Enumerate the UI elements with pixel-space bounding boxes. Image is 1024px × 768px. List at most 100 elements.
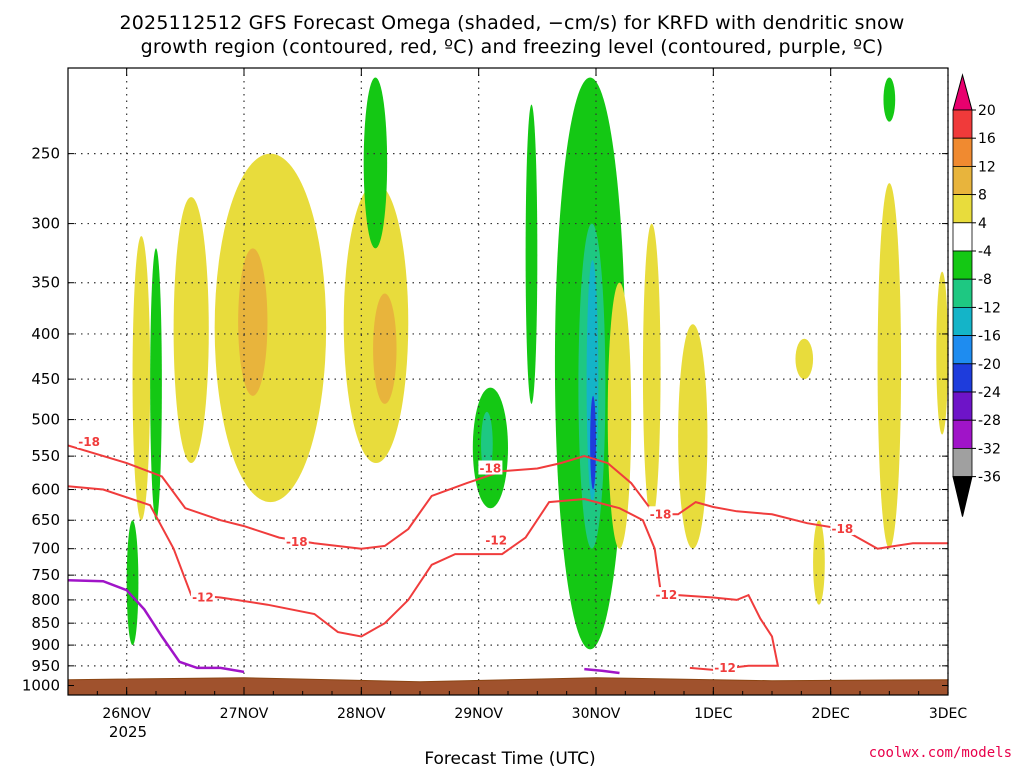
omega-region-1	[173, 197, 209, 464]
x-axis-title: Forecast Time (UTC)	[424, 749, 595, 768]
contour-label-2: -18	[480, 461, 502, 475]
colorbar-swatch-4	[952, 222, 973, 252]
contour-label-0: -18	[78, 435, 100, 449]
contour-label-4: -18	[832, 522, 854, 536]
omega-region-0	[132, 236, 151, 521]
colorbar-swatch-5	[952, 250, 973, 280]
ytick-label-550: 550	[31, 447, 60, 465]
freezing-level-line	[68, 578, 245, 674]
omega-region-22	[936, 271, 948, 435]
contour-label-bg-7	[654, 587, 679, 602]
colorbar-label-6: -8	[978, 272, 992, 288]
contour-label-bg-6	[484, 532, 509, 547]
ytick-label-600: 600	[31, 481, 60, 499]
omega-region-5	[373, 293, 397, 404]
ytick-label-1000: 1000	[22, 677, 60, 695]
xtick-label-4: 30NOV	[572, 706, 621, 722]
contour-label-7: -12	[656, 588, 678, 602]
contour-label-bg-2	[478, 460, 503, 475]
colorbar-top-arrow	[952, 73, 973, 111]
omega-region-7	[126, 520, 139, 646]
chart-title-line1: 2025112512 GFS Forecast Omega (shaded, −…	[119, 12, 904, 34]
colorbar-bottom-arrow	[952, 476, 973, 517]
xtick-label-0: 26NOV	[102, 706, 151, 722]
omega-region-19	[795, 338, 814, 380]
chart-title-line2: growth region (contoured, red, ºC) and f…	[141, 36, 884, 58]
credit-text[interactable]: coolwx.com/models	[869, 745, 1012, 761]
x-axis: 26NOV 27NOV 28NOV 29NOV 30NOV 1DEC 2DEC 3DEC	[67, 68, 968, 722]
contour-label-3: -18	[650, 507, 672, 521]
colorbar-label-11: -28	[978, 413, 1001, 429]
omega-region-2	[214, 153, 327, 503]
ytick-label-350: 350	[31, 274, 60, 292]
omega-region-17	[642, 223, 661, 521]
ytick-label-950: 950	[31, 657, 60, 675]
colorbar-swatch-12	[952, 447, 973, 477]
xtick-label-2: 28NOV	[337, 706, 386, 722]
omega-region-10	[481, 411, 493, 477]
colorbar-swatch-1	[952, 137, 973, 167]
contour-label-bg-1	[284, 534, 309, 549]
contour-label-bg-4	[830, 520, 855, 535]
ytick-label-400: 400	[31, 325, 60, 343]
ytick-label-300: 300	[31, 215, 60, 233]
xtick-label-7: 3DEC	[929, 706, 968, 722]
xtick-label-5: 1DEC	[694, 706, 733, 722]
ytick-label-650: 650	[31, 511, 60, 529]
colorbar-swatch-11	[952, 419, 973, 449]
colorbar-label-0: 20	[978, 103, 996, 119]
colorbar-swatch-10	[952, 391, 973, 421]
omega-region-21	[877, 183, 902, 549]
omega-region-18	[678, 324, 708, 549]
freezing-level-line-b	[584, 667, 620, 675]
colorbar: 20 16 12 8 4 -4 -8 -12 -16 -20 -24 -28 -32 -36	[952, 73, 1001, 517]
colorbar-swatch-8	[952, 335, 973, 365]
omega-region-15	[590, 395, 596, 490]
colorbar-label-7: -12	[978, 300, 1001, 316]
colorbar-swatch-3	[952, 194, 973, 224]
colorbar-label-10: -24	[978, 385, 1001, 401]
contour-label-bg-3	[648, 506, 673, 521]
ytick-label-850: 850	[31, 614, 60, 632]
ytick-label-450: 450	[31, 370, 60, 388]
contour-label-bg-0	[77, 433, 102, 448]
colorbar-label-1: 16	[978, 131, 996, 147]
ytick-label-700: 700	[31, 540, 60, 558]
ytick-label-900: 900	[31, 636, 60, 654]
colorbar-label-4: 4	[978, 216, 987, 232]
colorbar-label-2: 12	[978, 159, 996, 175]
colorbar-label-8: -16	[978, 329, 1001, 345]
colorbar-label-9: -20	[978, 357, 1001, 373]
xtick-label-1: 27NOV	[220, 706, 269, 722]
ytick-label-250: 250	[31, 145, 60, 163]
colorbar-swatch-2	[952, 165, 973, 195]
dgz-contour-1	[68, 485, 780, 671]
dgz-contour-0	[68, 444, 948, 550]
ytick-label-500: 500	[31, 411, 60, 429]
colorbar-label-13: -36	[978, 470, 1001, 486]
ytick-label-800: 800	[31, 591, 60, 609]
contour-label-6: -12	[485, 533, 507, 547]
y-axis: 250 300 350 400 450 500 550 600 650 700 750 800 850 9…	[22, 145, 948, 695]
omega-region-8	[363, 77, 388, 249]
xtick-label-6: 2DEC	[812, 706, 851, 722]
contour-label-bg-8	[713, 659, 738, 674]
x-year-label: 2025	[109, 723, 147, 741]
colorbar-swatch-7	[952, 306, 973, 336]
colorbar-swatch-9	[952, 363, 973, 393]
colorbar-swatch-0	[952, 109, 973, 139]
colorbar-label-5: -4	[978, 244, 992, 260]
contour-label-1: -18	[286, 535, 308, 549]
contour-label-bg-5	[190, 589, 215, 604]
dgz-contours	[68, 444, 948, 675]
contour-labels: -18 -18 -18 -18 -18 -12 -12 -12 -12	[77, 433, 855, 675]
omega-region-20	[813, 520, 825, 605]
omega-region-16	[607, 282, 632, 549]
xtick-label-3: 29NOV	[454, 706, 503, 722]
colorbar-label-12: -32	[978, 441, 1001, 457]
omega-shading	[126, 77, 948, 650]
omega-region-3	[238, 248, 268, 396]
ytick-label-750: 750	[31, 566, 60, 584]
omega-region-11	[525, 104, 538, 404]
